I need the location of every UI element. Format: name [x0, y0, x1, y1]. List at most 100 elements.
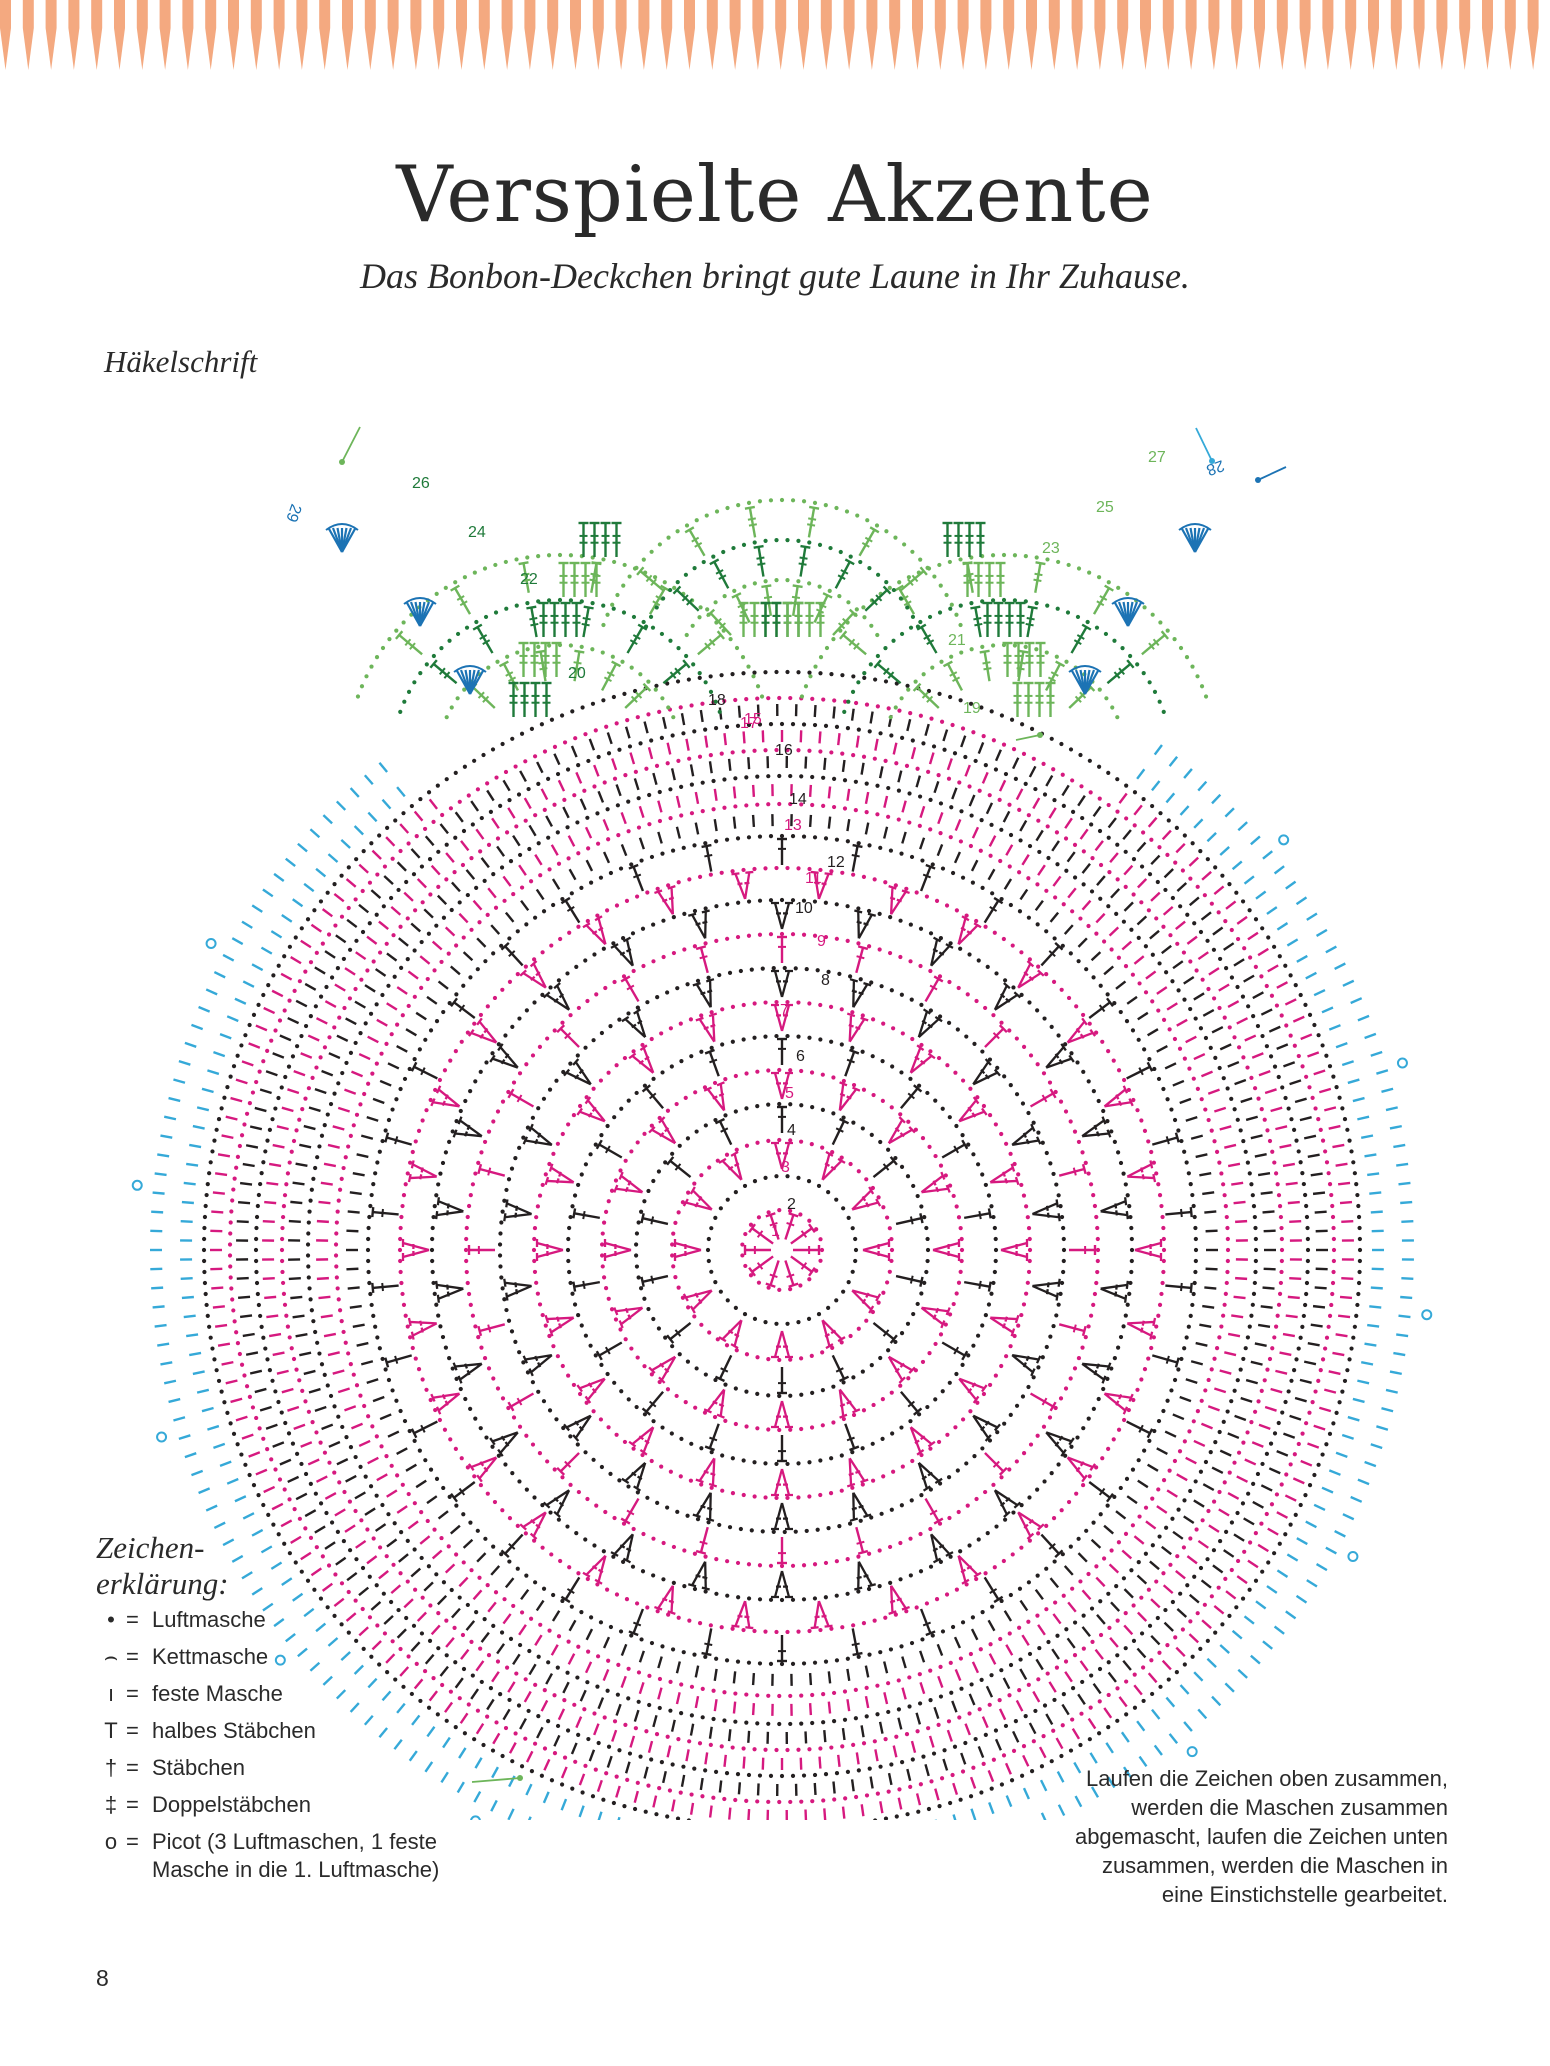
dc-mark [895, 1274, 924, 1287]
chain-dot [239, 1362, 245, 1367]
doily-center [201, 669, 1363, 1820]
sc-mark [222, 953, 235, 962]
sc-mark [1266, 906, 1278, 915]
chain-dot [1054, 1313, 1059, 1318]
chain-dot [369, 841, 374, 846]
sc-mark [1137, 1611, 1148, 1622]
border-diamond [182, 0, 194, 70]
sc-mark [968, 1693, 976, 1706]
chain-dot [974, 1576, 979, 1582]
sc-mark [333, 1597, 345, 1608]
dc-mark [1126, 1061, 1154, 1080]
chain-dot [925, 1236, 930, 1242]
chain-dot [1021, 1744, 1027, 1749]
chain-dot [766, 1138, 771, 1143]
sc-mark [327, 1637, 339, 1647]
sc-mark [415, 1011, 427, 1021]
chain-dot [1150, 952, 1155, 957]
sc-mark [1052, 1613, 1062, 1625]
sc-mark [756, 704, 760, 717]
chain-dot [510, 1759, 515, 1764]
chain-dot [1047, 1080, 1053, 1085]
sc-mark [732, 1671, 737, 1684]
chain-dot [692, 1181, 697, 1186]
chain-dot [612, 559, 617, 565]
dc-mark [620, 1497, 640, 1525]
chain-dot [254, 1225, 259, 1231]
sc-mark [249, 1125, 263, 1131]
chain-dot [689, 811, 695, 816]
sc-mark [901, 1687, 907, 1700]
chain-dot [277, 1018, 283, 1023]
chain-dot [482, 1355, 488, 1361]
chain-dot [235, 1053, 240, 1058]
chain-dot [1045, 824, 1050, 829]
sc-mark [442, 1736, 451, 1749]
chain-dot [1272, 1160, 1277, 1165]
sc-mark [624, 726, 631, 739]
sc-mark [328, 1440, 341, 1448]
sc-mark [670, 768, 676, 781]
sc-mark [424, 1761, 434, 1773]
sc-mark [846, 1668, 851, 1681]
chain-dot [617, 747, 622, 752]
chain-dot [353, 897, 358, 902]
chain-dot [1316, 1462, 1321, 1467]
sc-mark [237, 1200, 251, 1205]
chain-dot [463, 1247, 469, 1253]
chain-dot [552, 1693, 557, 1698]
dc-mark [640, 1274, 669, 1287]
chain-dot [861, 1087, 867, 1092]
chain-dot [1044, 1523, 1049, 1528]
chain-dot [883, 880, 888, 885]
sc-mark [1400, 1295, 1413, 1300]
sc-mark [456, 1781, 465, 1794]
chain-dot [785, 1495, 790, 1501]
sc-mark [314, 1087, 327, 1095]
chain-dot [963, 1740, 968, 1746]
round-1 [740, 1207, 825, 1293]
chain-dot [703, 1768, 708, 1773]
chain-dot [606, 1296, 611, 1301]
chain-dot [462, 575, 468, 580]
sc-mark [1147, 1463, 1159, 1472]
chain-dot [229, 1209, 234, 1214]
chain-dot [766, 774, 771, 779]
sc-mark [1061, 784, 1070, 797]
chain-dot [1356, 1291, 1361, 1297]
chain-dot [917, 1672, 922, 1677]
chain-dot [513, 1339, 518, 1344]
sc-mark [345, 878, 357, 888]
chain-dot [1020, 1773, 1025, 1778]
chain-dot [809, 1070, 815, 1075]
chain-dot [634, 1601, 640, 1606]
chain-dot [615, 803, 620, 808]
chain-dot [363, 1474, 368, 1479]
chain-dot [659, 1464, 664, 1469]
chain-dot [919, 1204, 924, 1209]
border-diamond [1390, 0, 1402, 70]
chain-dot [856, 1654, 861, 1659]
chain-dot [948, 694, 953, 700]
chain-dot [975, 1400, 980, 1405]
chain-dot [608, 1624, 614, 1630]
chain-dot [251, 1482, 257, 1488]
chain-dot [774, 1629, 779, 1635]
chain-dot [412, 1547, 417, 1552]
chain-dot [949, 1690, 954, 1695]
chain-dot [1288, 1033, 1293, 1038]
chain-dot [531, 1247, 537, 1253]
sc-mark [969, 1776, 977, 1789]
sc-mark [436, 1594, 448, 1606]
chain-dot [633, 1726, 638, 1731]
sc-mark [178, 1059, 191, 1066]
chain-dot [434, 1019, 440, 1024]
sc-mark [226, 1015, 239, 1023]
sc-mark [1211, 1695, 1222, 1707]
chain-dot [956, 985, 961, 991]
chain-dot [697, 874, 703, 879]
chain-dot [1068, 1119, 1073, 1124]
chain-dot [634, 565, 639, 570]
chain-dot [555, 830, 560, 835]
sc-mark [1147, 1028, 1159, 1037]
